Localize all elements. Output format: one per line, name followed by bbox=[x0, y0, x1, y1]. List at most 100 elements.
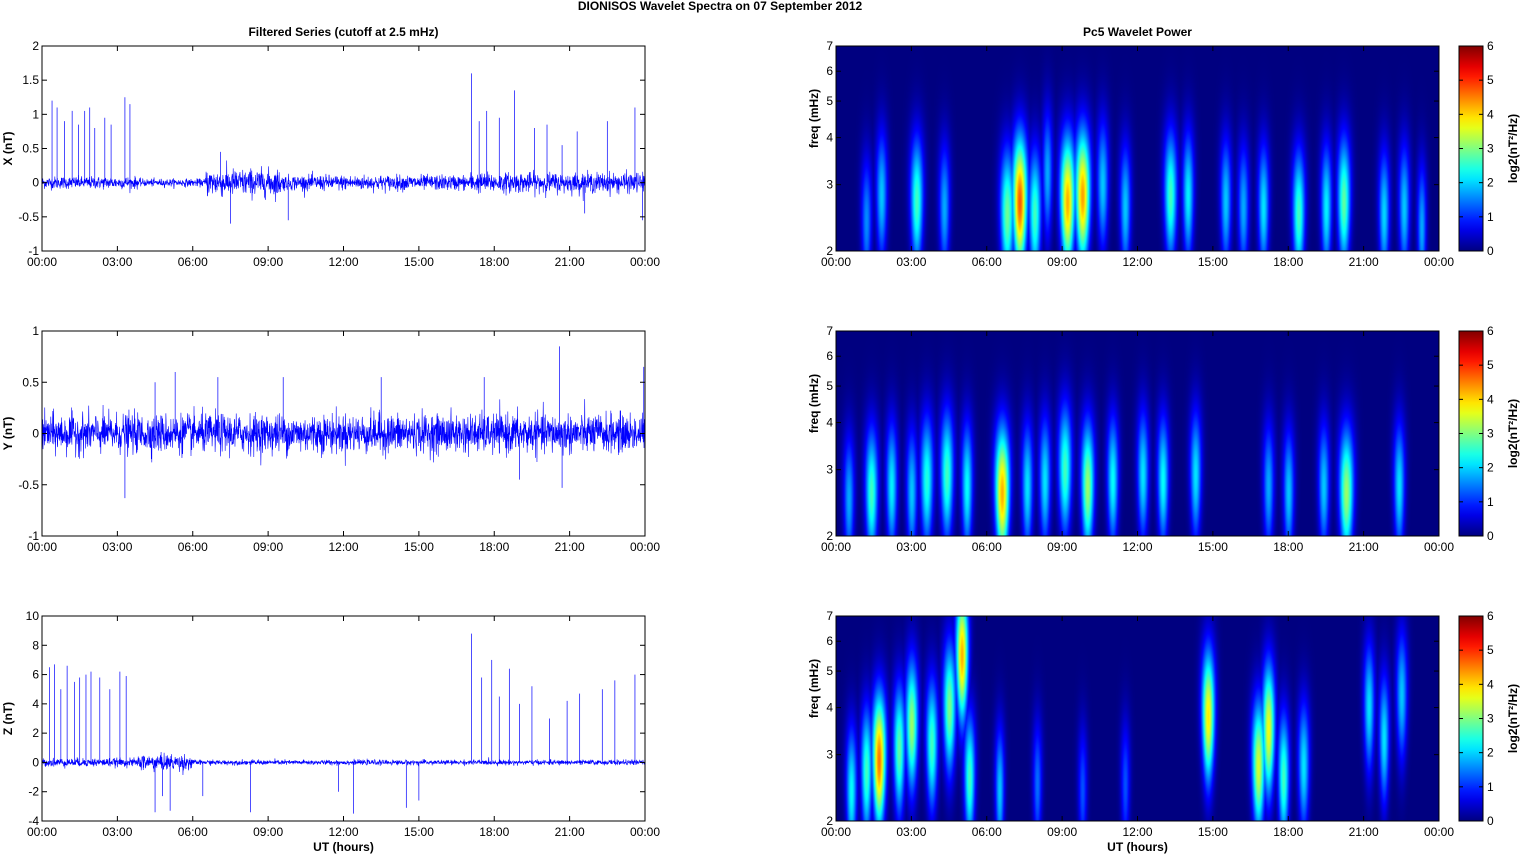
x-tick-label: 00:00 bbox=[1424, 255, 1454, 269]
x-tick-label: 09:00 bbox=[253, 825, 283, 839]
x-axis-label: UT (hours) bbox=[313, 840, 374, 854]
y-tick-label: 6 bbox=[32, 668, 39, 682]
y-tick-label: 0 bbox=[32, 755, 39, 769]
series-line bbox=[42, 160, 645, 202]
y-tick-label: -0.5 bbox=[18, 478, 39, 492]
x-tick-label: 12:00 bbox=[328, 540, 358, 554]
y-tick-label: 7 bbox=[826, 609, 833, 623]
x-tick-label: 21:00 bbox=[1349, 825, 1379, 839]
wavelet-power-image bbox=[836, 331, 1439, 536]
x-tick-label: 21:00 bbox=[1349, 540, 1379, 554]
x-tick-label: 00:00 bbox=[630, 825, 660, 839]
series-line bbox=[42, 399, 645, 466]
x-tick-label: 12:00 bbox=[1122, 540, 1152, 554]
colorbar-tick-label: 5 bbox=[1487, 358, 1494, 372]
plot-area bbox=[42, 616, 645, 821]
colorbar-tick-label: 2 bbox=[1487, 746, 1494, 760]
x-tick-label: 18:00 bbox=[1273, 540, 1303, 554]
line-subplot-3: -4 -2 0 2 4 6 8 10 00:00 03:00 06:00 09:00 12:00 15:0… bbox=[1, 609, 660, 854]
y-axis-label: freq (mHz) bbox=[807, 89, 821, 148]
x-tick-label: 15:00 bbox=[404, 255, 434, 269]
x-tick-label: 15:00 bbox=[1198, 255, 1228, 269]
x-tick-label: 00:00 bbox=[821, 540, 851, 554]
x-tick-label: 00:00 bbox=[27, 255, 57, 269]
y-tick-label: 0 bbox=[32, 427, 39, 441]
x-tick-label: 00:00 bbox=[821, 255, 851, 269]
x-tick-label: 15:00 bbox=[1198, 540, 1228, 554]
y-tick-label: 6 bbox=[826, 349, 833, 363]
y-axis-label: freq (mHz) bbox=[807, 659, 821, 718]
x-tick-label: 09:00 bbox=[1047, 825, 1077, 839]
y-tick-label: 0 bbox=[32, 176, 39, 190]
x-tick-label: 09:00 bbox=[1047, 540, 1077, 554]
subplot-title: Filtered Series (cutoff at 2.5 mHz) bbox=[248, 25, 438, 39]
x-tick-label: 03:00 bbox=[102, 540, 132, 554]
x-tick-label: 21:00 bbox=[555, 255, 585, 269]
plot-area bbox=[42, 46, 645, 251]
colorbar-tick-label: 4 bbox=[1487, 677, 1494, 691]
x-tick-label: 06:00 bbox=[178, 825, 208, 839]
colorbar-tick-label: 1 bbox=[1487, 210, 1494, 224]
x-tick-label: 00:00 bbox=[821, 825, 851, 839]
x-tick-label: 00:00 bbox=[630, 540, 660, 554]
x-tick-label: 18:00 bbox=[479, 825, 509, 839]
x-tick-label: 00:00 bbox=[1424, 540, 1454, 554]
x-tick-label: 06:00 bbox=[972, 825, 1002, 839]
y-tick-label: 7 bbox=[826, 39, 833, 53]
x-tick-label: 00:00 bbox=[27, 825, 57, 839]
y-tick-label: 2 bbox=[826, 244, 833, 258]
line-subplot-2: -1 -0.5 0 0.5 1 00:00 03:00 06:00 09:00 12:00 15:0… bbox=[1, 324, 660, 554]
y-tick-label: 8 bbox=[32, 638, 39, 652]
series-line bbox=[42, 752, 645, 776]
colorbar-tick-label: 5 bbox=[1487, 73, 1494, 87]
x-tick-label: 09:00 bbox=[1047, 255, 1077, 269]
wavelet-power-image bbox=[836, 616, 1439, 821]
colorbar-tick-label: 4 bbox=[1487, 392, 1494, 406]
y-axis-label: X (nT) bbox=[1, 132, 15, 166]
x-tick-label: 12:00 bbox=[1122, 255, 1152, 269]
x-tick-label: 06:00 bbox=[972, 255, 1002, 269]
colorbar-tick-label: 0 bbox=[1487, 529, 1494, 543]
colorbar-label: log2(nT²/Hz) bbox=[1506, 684, 1520, 753]
y-tick-label: 3 bbox=[826, 748, 833, 762]
y-tick-label: 5 bbox=[826, 94, 833, 108]
wavelet-power-image bbox=[836, 46, 1439, 251]
y-tick-label: 2 bbox=[32, 39, 39, 53]
colorbar: 0 1 2 3 4 5 6 log2(nT²/Hz) bbox=[1458, 609, 1520, 828]
y-tick-label: 1 bbox=[32, 107, 39, 121]
colorbar-tick-label: 6 bbox=[1487, 324, 1494, 338]
colorbar-tick-label: 3 bbox=[1487, 712, 1494, 726]
colorbar-tick-label: 2 bbox=[1487, 176, 1494, 190]
y-tick-label: 7 bbox=[826, 324, 833, 338]
y-axis-label: freq (mHz) bbox=[807, 374, 821, 433]
colorbar-tick-label: 0 bbox=[1487, 814, 1494, 828]
colorbar-tick-label: 6 bbox=[1487, 39, 1494, 53]
x-tick-label: 03:00 bbox=[896, 255, 926, 269]
y-tick-label: 4 bbox=[826, 131, 833, 145]
x-tick-label: 03:00 bbox=[896, 540, 926, 554]
y-axis-label: Z (nT) bbox=[1, 702, 15, 735]
colorbar-tick-label: 4 bbox=[1487, 107, 1494, 121]
x-tick-label: 21:00 bbox=[555, 540, 585, 554]
x-tick-label: 03:00 bbox=[102, 255, 132, 269]
figure-title: DIONISOS Wavelet Spectra on 07 September… bbox=[578, 0, 863, 13]
colorbar-tick-label: 3 bbox=[1487, 142, 1494, 156]
y-tick-label: 1.5 bbox=[22, 73, 39, 87]
x-tick-label: 21:00 bbox=[1349, 255, 1379, 269]
colorbar-tick-label: 1 bbox=[1487, 780, 1494, 794]
y-tick-label: 1 bbox=[32, 324, 39, 338]
colorbar-tick-label: 2 bbox=[1487, 461, 1494, 475]
y-tick-label: -0.5 bbox=[18, 210, 39, 224]
y-tick-label: 3 bbox=[826, 178, 833, 192]
x-tick-label: 15:00 bbox=[1198, 825, 1228, 839]
y-tick-label: -1 bbox=[28, 529, 39, 543]
x-tick-label: 18:00 bbox=[1273, 825, 1303, 839]
heatmap-subplot-2: 2 3 4 5 6 7 00:00 03:00 06:00 09:00 12:00 15:00 18:0… bbox=[807, 324, 1520, 554]
heatmap-subplot-3: 2 3 4 5 6 7 00:00 03:00 06:00 09:00 12:00 15:00 18:0… bbox=[807, 609, 1520, 854]
x-tick-label: 03:00 bbox=[896, 825, 926, 839]
subplot-title: Pc5 Wavelet Power bbox=[1083, 25, 1192, 39]
colorbar-tick-label: 3 bbox=[1487, 427, 1494, 441]
line-subplot-1: -1 -0.5 0 0.5 1 1.5 2 00:00 03:00 06:00 09:00 12:00… bbox=[1, 25, 660, 269]
y-tick-label: 4 bbox=[826, 416, 833, 430]
y-tick-label: 4 bbox=[826, 701, 833, 715]
